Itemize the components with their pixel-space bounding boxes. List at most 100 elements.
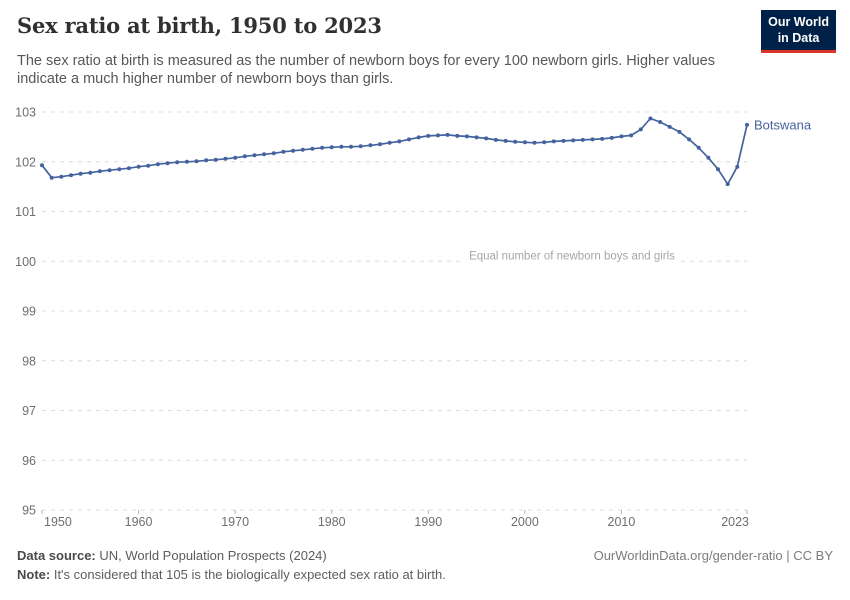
data-point[interactable] [40,163,44,168]
annotation-backing [464,250,681,263]
entity-label[interactable]: Botswana [754,117,812,132]
data-point[interactable] [725,182,730,187]
data-point[interactable] [561,138,566,143]
data-point[interactable] [281,149,286,154]
data-point[interactable] [69,173,73,178]
data-point[interactable] [368,143,373,148]
data-point[interactable] [503,138,508,143]
data-point[interactable] [146,163,151,168]
data-point[interactable] [233,155,238,160]
data-point[interactable] [484,136,489,141]
data-point[interactable] [648,116,653,121]
data-point[interactable] [387,140,392,145]
y-axis-label: 99 [22,305,36,319]
data-point[interactable] [136,164,141,169]
chart-subtitle: The sex ratio at birth is measured as th… [17,53,715,88]
data-point[interactable] [252,153,257,158]
data-point[interactable] [88,170,93,175]
note-label: Note: [17,567,51,582]
data-point[interactable] [542,140,547,145]
data-point[interactable] [126,166,131,171]
y-axis-label: 98 [22,354,36,368]
data-point[interactable] [329,145,334,150]
data-point[interactable] [426,133,431,138]
x-axis-label: 1960 [125,515,153,529]
data-point[interactable] [706,155,711,160]
x-axis-label: 2010 [608,515,636,529]
data-point[interactable] [677,129,682,134]
data-point[interactable] [78,171,83,176]
data-point[interactable] [49,175,54,180]
data-point[interactable] [590,137,595,142]
data-point[interactable] [629,133,634,138]
data-point[interactable] [696,145,701,150]
y-axis-label: 101 [15,205,36,219]
data-point[interactable] [436,133,440,138]
data-point[interactable] [358,144,363,149]
data-point[interactable] [213,157,218,162]
owid-logo-line1: Our World [768,15,829,29]
data-point[interactable] [223,156,228,161]
data-point[interactable] [97,169,102,174]
y-axis-label: 97 [22,404,36,418]
owid-logo-line2: in Data [777,30,820,45]
data-point[interactable] [59,174,64,179]
data-point[interactable] [735,164,740,169]
note-line: Note: It's considered that 105 is the bi… [17,567,446,582]
data-point[interactable] [600,136,605,141]
data-point[interactable] [619,134,624,139]
data-source-label: Data source: [17,548,96,563]
y-axis-label: 96 [22,454,36,468]
x-axis-label: 1950 [44,515,72,529]
x-axis-label: 1970 [221,515,249,529]
data-point[interactable] [378,142,382,147]
y-axis-label: 102 [15,155,36,169]
data-point[interactable] [609,135,614,140]
data-point[interactable] [271,151,276,156]
data-point[interactable] [493,137,498,142]
data-point[interactable] [397,139,402,144]
data-point[interactable] [551,139,556,144]
data-point[interactable] [107,168,112,173]
x-axis-label: 2000 [511,515,539,529]
data-point[interactable] [339,144,344,149]
data-point[interactable] [416,135,421,140]
data-point[interactable] [638,127,643,132]
data-point[interactable] [117,167,122,172]
data-point[interactable] [522,140,527,145]
data-point[interactable] [513,139,518,144]
data-point[interactable] [310,146,315,151]
data-point[interactable] [291,148,296,153]
data-point[interactable] [687,137,692,142]
data-point[interactable] [165,161,170,166]
data-point[interactable] [155,162,160,167]
data-point[interactable] [194,159,199,164]
data-point[interactable] [745,122,749,127]
data-point[interactable] [571,138,576,143]
data-point[interactable] [262,152,267,157]
data-point[interactable] [407,137,411,142]
data-point[interactable] [300,147,305,152]
data-point[interactable] [175,160,180,165]
data-point[interactable] [580,137,585,142]
data-point[interactable] [320,145,325,150]
data-point[interactable] [658,120,663,124]
data-point[interactable] [242,154,247,159]
data-point[interactable] [204,158,209,163]
data-point[interactable] [464,134,469,139]
owid-link[interactable]: OurWorldinData.org/gender-ratio | CC BY [593,548,833,563]
data-point[interactable] [455,133,460,138]
data-point[interactable] [716,167,720,172]
owid-logo[interactable]: Our World in Data [761,10,836,54]
data-point[interactable] [474,135,479,140]
data-point[interactable] [445,132,450,137]
data-point[interactable] [532,140,537,145]
data-point[interactable] [184,159,189,164]
y-axis-label: 100 [15,255,36,269]
y-axis-label: 95 [22,504,36,518]
data-point[interactable] [349,144,353,149]
data-point[interactable] [667,124,672,129]
x-axis-label: 1990 [414,515,442,529]
